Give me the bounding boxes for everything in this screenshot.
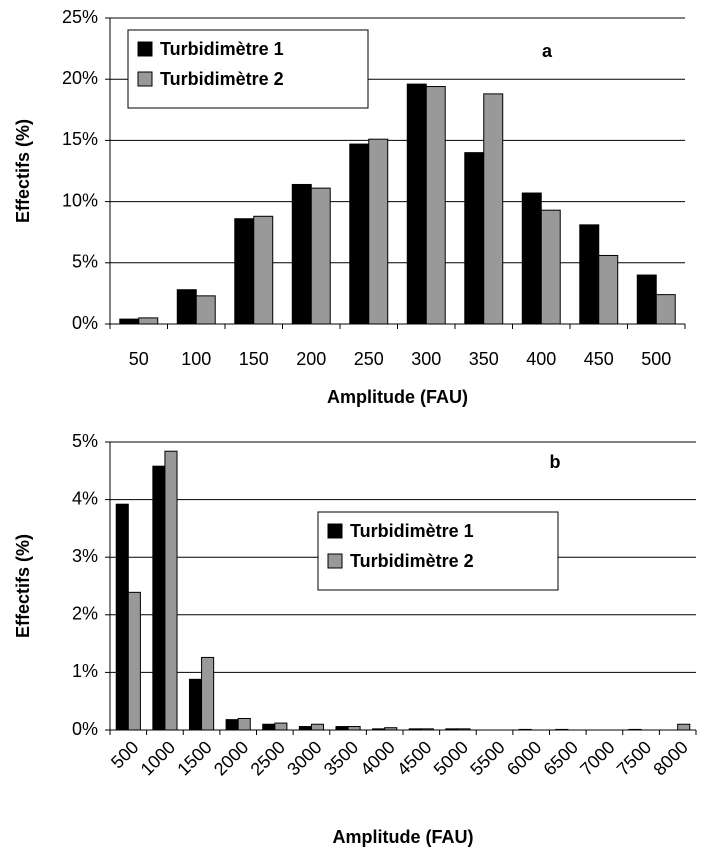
x-tick-label: 100 [181,349,211,369]
bar [237,717,251,731]
bar [368,138,389,325]
x-tick-label: 7500 [613,737,655,779]
bar [127,591,141,731]
y-tick-label: 15% [62,129,98,149]
bar [291,183,312,325]
x-tick-label: 6000 [503,737,545,779]
x-tick-label: 200 [296,349,326,369]
legend-box [127,29,369,109]
x-tick-label: 300 [411,349,441,369]
legend-label: Turbidimètre 2 [350,551,474,571]
bar [347,726,361,731]
y-tick-label: 2% [72,604,98,624]
bar [195,295,216,325]
y-axis-label: Effectifs (%) [13,534,33,638]
bar [677,723,691,731]
y-tick-label: 5% [72,252,98,272]
legend-box [317,511,559,591]
legend-swatch [327,523,343,539]
y-tick-label: 25% [62,7,98,27]
bar [310,187,331,325]
bar [298,726,312,731]
bar [188,678,203,731]
x-tick-label: 4500 [393,737,435,779]
bar [540,209,561,325]
legend-label: Turbidimètre 1 [160,39,284,59]
x-tick-label: 350 [469,349,499,369]
bar [115,503,129,731]
x-tick-label: 150 [239,349,269,369]
annotation: a [542,41,553,61]
legend-label: Turbidimètre 2 [160,69,284,89]
x-tick-label: 7000 [576,737,618,779]
bar [176,289,197,325]
bar [164,450,178,731]
bar [225,719,239,731]
y-tick-label: 5% [72,431,98,451]
x-tick-label: 4000 [356,737,398,779]
bar [655,294,676,325]
bar [253,215,274,325]
bar [310,723,325,731]
x-tick-label: 5500 [466,737,508,779]
bar [425,86,446,325]
bar [349,143,370,325]
x-tick-label: 5000 [430,737,472,779]
legend-label: Turbidimètre 1 [350,521,474,541]
bar [521,192,542,325]
bar [598,254,619,325]
bar [152,465,166,731]
x-tick-label: 8000 [649,737,691,779]
x-axis-label: Amplitude (FAU) [333,827,474,847]
bar [335,726,349,731]
legend-swatch [137,41,153,57]
bar [262,723,276,731]
legend-swatch [327,553,343,569]
x-tick-label: 450 [584,349,614,369]
bar [636,274,657,325]
x-tick-label: 2500 [247,737,289,779]
y-axis-label: Effectifs (%) [13,119,33,223]
y-tick-label: 3% [72,546,98,566]
y-tick-label: 1% [72,661,98,681]
bar [201,656,215,731]
legend-swatch [137,71,153,87]
x-tick-label: 50 [129,349,149,369]
bar [464,152,485,325]
y-tick-label: 4% [72,488,98,508]
x-tick-label: 3000 [283,737,325,779]
bar [483,93,504,325]
x-tick-label: 400 [526,349,556,369]
bar [274,722,288,731]
y-tick-label: 10% [62,190,98,210]
bar [406,83,427,325]
x-tick-label: 500 [641,349,671,369]
x-tick-label: 250 [354,349,384,369]
x-tick-label: 6500 [540,737,582,779]
x-tick-label: 1000 [137,737,179,779]
y-tick-label: 0% [72,719,98,739]
x-tick-label: 3500 [320,737,362,779]
bar [234,218,255,325]
x-tick-label: 2000 [210,737,252,779]
x-tick-label: 1500 [173,737,215,779]
bar [579,224,600,325]
bar [119,318,140,325]
annotation: b [550,452,561,472]
y-tick-label: 0% [72,313,98,333]
bar [138,317,159,325]
y-tick-label: 20% [62,68,98,88]
x-axis-label: Amplitude (FAU) [327,387,468,407]
